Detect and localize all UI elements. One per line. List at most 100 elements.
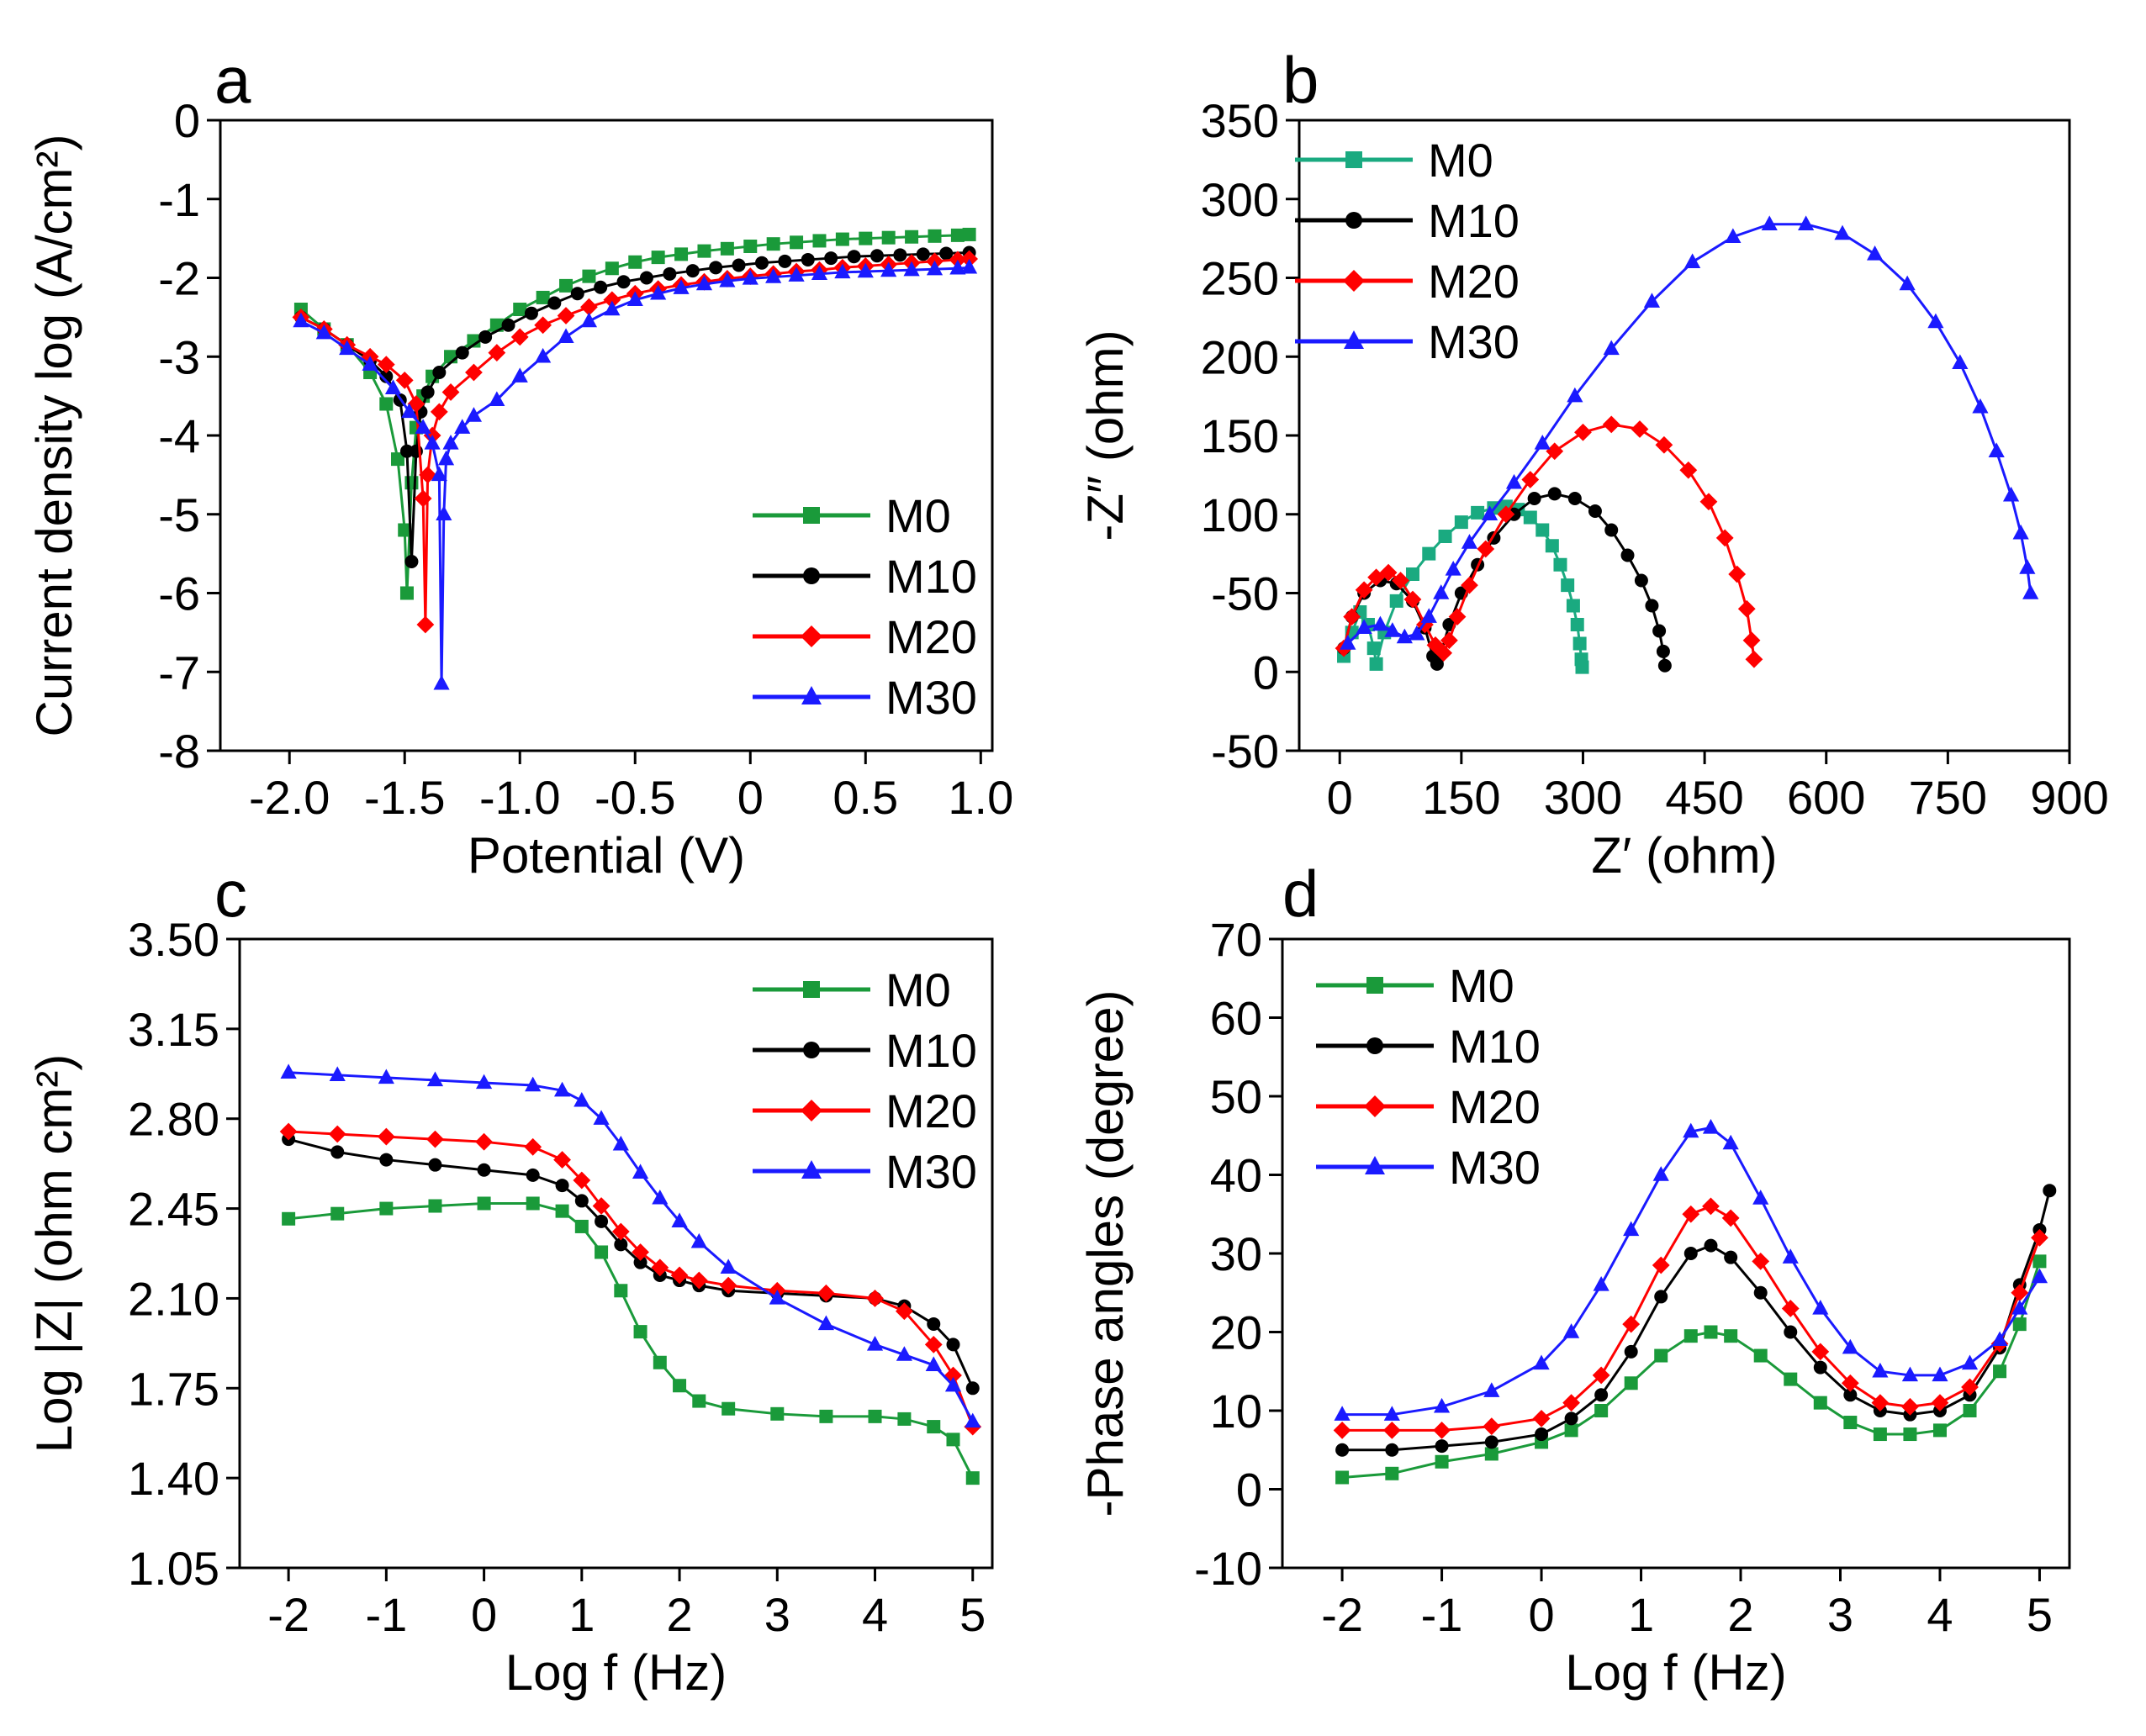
data-point (788, 266, 805, 282)
data-point (812, 234, 827, 248)
data-point (697, 244, 711, 258)
legend-marker (803, 1042, 820, 1058)
data-point (1656, 644, 1670, 658)
y-tick-label: 1.75 (128, 1362, 219, 1415)
data-point (857, 262, 874, 278)
series-M20 (279, 1122, 982, 1436)
data-point (742, 270, 758, 285)
data-point (465, 363, 483, 382)
data-point (1623, 1221, 1640, 1237)
series-M10 (1335, 1184, 2057, 1457)
series-M30 (280, 1063, 981, 1428)
x-tick-label: -1.0 (479, 771, 561, 824)
legend-item-M0: M0 (753, 963, 951, 1016)
data-point (2032, 1254, 2047, 1269)
x-tick-label: 5 (2027, 1588, 2053, 1641)
data-point (555, 1179, 569, 1193)
data-point (1333, 1421, 1351, 1439)
legend-item-M30: M30 (1295, 315, 1520, 368)
x-tick-label: -1 (1421, 1588, 1463, 1641)
data-point (632, 1163, 649, 1179)
data-point (1334, 1406, 1350, 1421)
data-point (652, 1189, 669, 1205)
data-point (1702, 1197, 1720, 1216)
legend-item-M20: M20 (753, 1084, 977, 1137)
y-tick-label: 250 (1201, 252, 1279, 305)
data-point (1961, 1378, 1979, 1396)
data-point (880, 261, 897, 277)
series-M0 (293, 227, 976, 600)
data-point (1461, 534, 1478, 549)
data-point (465, 407, 483, 422)
data-point (671, 1212, 688, 1228)
data-point (1684, 1247, 1698, 1260)
y-tick-label: 150 (1201, 409, 1279, 462)
data-point (1725, 228, 1742, 243)
legend-marker (1366, 1037, 1383, 1054)
data-point (1963, 1404, 1977, 1417)
y-tick-label: 50 (1210, 1070, 1262, 1123)
legend-label: M0 (1449, 959, 1514, 1012)
data-point (557, 307, 575, 325)
legend-label: M30 (885, 671, 977, 724)
data-point (1991, 1331, 2008, 1347)
x-tick-label: 450 (1665, 771, 1743, 824)
data-point (1901, 1366, 1919, 1382)
x-tick-label: 1 (1628, 1588, 1654, 1641)
data-point (525, 1076, 542, 1092)
legend-item-M10: M10 (753, 550, 977, 603)
data-point (1932, 1366, 1948, 1382)
x-tick-label: 2 (1727, 1588, 1753, 1641)
y-tick-label: 70 (1210, 913, 1262, 966)
data-point (962, 227, 976, 241)
data-point (1699, 493, 1718, 511)
legend-item-M10: M10 (1316, 1020, 1541, 1073)
x-tick-label: 4 (1927, 1588, 1953, 1641)
data-point (1683, 1122, 1699, 1138)
panel-letter: c (214, 857, 247, 931)
y-tick-label: 2.80 (128, 1093, 219, 1146)
y-tick-label: -7 (158, 646, 200, 699)
data-point (1445, 560, 1462, 576)
data-point (632, 1243, 649, 1261)
data-point (401, 403, 418, 419)
legend-label: M0 (885, 489, 951, 542)
data-point (501, 318, 515, 332)
x-tick-label: 0 (471, 1588, 497, 1641)
data-point (1753, 1285, 1768, 1300)
data-point (824, 251, 838, 266)
x-axis-title: Log f (Hz) (505, 1644, 727, 1701)
y-tick-label: 0 (174, 94, 200, 147)
data-point (743, 240, 758, 253)
legend-marker (803, 507, 820, 524)
data-point (454, 419, 471, 434)
legend-item-M0: M0 (1295, 134, 1493, 187)
data-point (1564, 1411, 1578, 1426)
data-point (428, 1158, 442, 1172)
data-point (1385, 1466, 1399, 1480)
data-point (558, 328, 574, 344)
data-point (819, 1409, 833, 1423)
data-point (614, 1237, 628, 1252)
data-point (1588, 504, 1602, 518)
legend-marker (1364, 1095, 1386, 1117)
data-point (1422, 546, 1436, 561)
series-line (300, 266, 970, 684)
data-point (1784, 1325, 1798, 1339)
y-tick-label: 1.40 (128, 1452, 219, 1505)
y-tick-label: -50 (1211, 725, 1279, 778)
x-axis-title: Z′ (ohm) (1591, 827, 1777, 884)
data-point (1454, 515, 1468, 530)
data-point (1366, 641, 1381, 656)
x-tick-label: 1 (568, 1588, 595, 1641)
data-point (399, 586, 414, 600)
data-point (475, 1074, 493, 1090)
data-point (905, 230, 919, 244)
plot-frame (219, 119, 994, 752)
panel-letter: a (214, 43, 251, 117)
data-point (441, 383, 460, 401)
data-point (881, 230, 896, 245)
data-point (379, 1153, 394, 1167)
panel-letter: b (1282, 43, 1319, 117)
